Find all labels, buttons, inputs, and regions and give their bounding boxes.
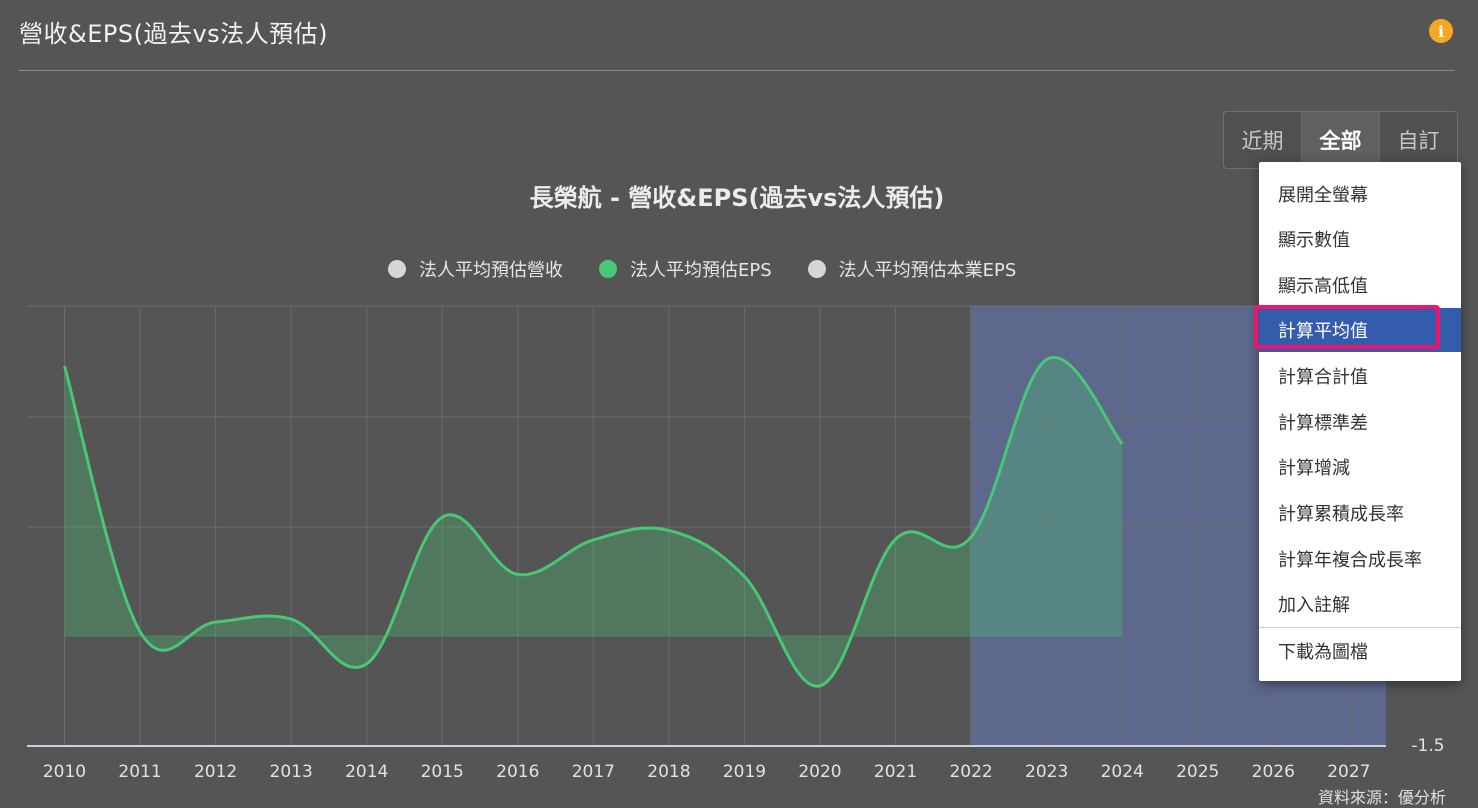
menu-item-sum[interactable]: 計算合計值 [1278,367,1368,388]
x-tick-label: 2024 [1101,762,1144,782]
legend-dot [388,260,406,278]
legend-item-revenue[interactable]: 法人平均預估營收 [388,256,563,282]
x-tick-label: 2012 [194,762,237,782]
eps-area [64,357,1123,687]
eps-line [63,355,1124,688]
menu-item-show-values[interactable]: 顯示數值 [1278,230,1350,251]
menu-item-show-high-low[interactable]: 顯示高低值 [1278,276,1368,297]
legend-label: 法人平均預估營收 [419,260,563,281]
menu-item-fullscreen[interactable]: 展開全螢幕 [1278,185,1368,206]
legend-dot [807,260,826,278]
menu-item-download-image[interactable]: 下載為圖檔 [1278,642,1368,663]
legend-dot [599,260,617,278]
chart-title: 長榮航 - 營收&EPS(過去vs法人預估) [529,184,945,212]
legend-item-core-eps[interactable]: 法人平均預估本業EPS [807,256,1017,282]
menu-item-average[interactable]: 計算平均值 [1259,308,1461,352]
x-tick-label: 2017 [572,762,615,782]
range-button-custom[interactable]: 自訂 [1397,129,1440,153]
legend-label: 法人平均預估本業EPS [838,260,1017,281]
menu-item-add-annotation[interactable]: 加入註解 [1278,595,1350,616]
x-tick-label: 2022 [949,762,992,782]
x-tick-label: 2021 [874,762,917,782]
x-tick-label: 2013 [270,762,313,782]
chart-legend: 法人平均預估營收 法人平均預估EPS 法人平均預估本業EPS [388,256,1016,282]
menu-item-cagr[interactable]: 計算年複合成長率 [1278,550,1422,571]
legend-item-eps[interactable]: 法人平均預估EPS [599,256,772,282]
x-tick-label: 2010 [43,762,86,782]
x-tick-label: 2015 [421,762,464,782]
legend-label: 法人平均預估EPS [630,260,772,281]
x-tick-label: 2026 [1252,762,1295,782]
chart-context-menu: 展開全螢幕 顯示數值 顯示高低值 計算平均值 計算合計值 計算標準差 計算增減 … [1259,162,1461,681]
range-selector: 近期 全部 自訂 [1223,111,1458,169]
page-title: 營收&EPS(過去vs法人預估) [19,20,329,48]
menu-item-cumulative-growth[interactable]: 計算累積成長率 [1278,504,1404,525]
x-tick-label: 2027 [1327,762,1370,782]
y-tick-label: -1.5 [1411,736,1444,756]
x-tick-label: 2018 [647,762,690,782]
x-tick-label: 2019 [723,762,766,782]
x-tick-label: 2014 [345,762,388,782]
x-tick-label: 2016 [496,762,539,782]
x-tick-label: 2011 [118,762,161,782]
x-tick-label: 2023 [1025,762,1068,782]
menu-item-std-dev[interactable]: 計算標準差 [1278,413,1368,434]
title-divider [19,70,1455,71]
range-button-all[interactable]: 全部 [1302,112,1380,168]
x-tick-label: 2025 [1176,762,1219,782]
range-button-recent[interactable]: 近期 [1224,112,1302,168]
menu-divider [1259,627,1461,628]
menu-item-change[interactable]: 計算增減 [1278,458,1350,479]
x-tick-label: 2020 [798,762,841,782]
info-icon[interactable]: i [1429,19,1453,43]
data-source-text: 資料來源：優分析 [1318,788,1447,807]
